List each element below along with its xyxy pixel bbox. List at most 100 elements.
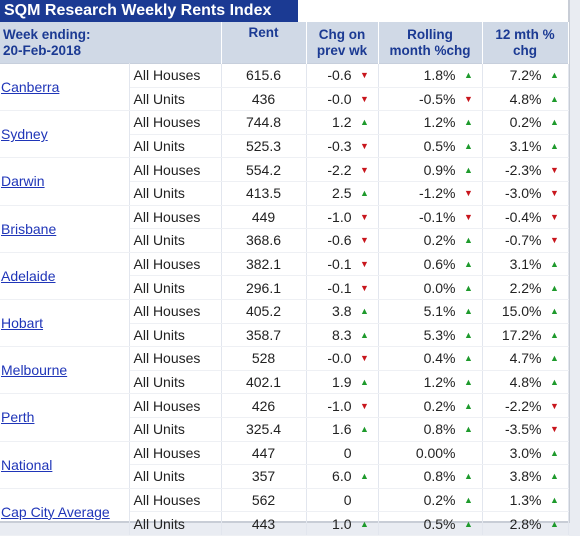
chg-prev-wk-value: 1.2 <box>332 114 352 131</box>
twelve-month-chg-value: 2.2% <box>509 279 542 296</box>
up-arrow-icon: ▲ <box>464 282 473 293</box>
city-link[interactable]: Melbourne <box>1 362 68 379</box>
rolling-month-chg-value: 0.00% <box>415 444 456 461</box>
twelve-month-chg-value: -3.5% <box>504 421 542 438</box>
twelve-month-chg-value: 3.8% <box>509 468 542 485</box>
dwelling-type: All Units <box>129 181 222 206</box>
rent-value: 325.4 <box>221 417 307 442</box>
up-arrow-icon: ▲ <box>464 259 473 270</box>
down-arrow-icon: ▼ <box>360 211 369 222</box>
rolling-month-chg-cell: 0.5% ▲ <box>378 511 483 536</box>
chg-prev-wk-cell: 1.2 ▲ <box>306 110 379 135</box>
dwelling-type: All Units <box>129 464 222 489</box>
chg-prev-wk-value: 3.8 <box>332 303 352 320</box>
city-link[interactable]: Sydney <box>1 126 48 143</box>
dwelling-type: All Units <box>129 417 222 442</box>
up-arrow-icon: ▲ <box>550 377 559 388</box>
twelve-month-chg-cell: 1.3% ▲ <box>482 487 569 513</box>
up-arrow-icon: ▲ <box>360 377 369 388</box>
rolling-month-chg-cell: -0.1% ▼ <box>378 204 483 230</box>
table-row: Perth All Houses 426 -1.0 ▼ 0.2% ▲ -2.2% ▼ <box>0 393 569 442</box>
chg-prev-wk-value: 1.6 <box>332 421 352 438</box>
down-arrow-icon: ▼ <box>464 93 473 104</box>
chg-prev-wk-value: 2.5 <box>332 185 352 202</box>
chg-prev-wk-value: -0.6 <box>327 67 352 84</box>
twelve-month-chg-value: 2.8% <box>509 515 542 532</box>
up-arrow-icon: ▲ <box>550 471 559 482</box>
up-arrow-icon: ▲ <box>550 259 559 270</box>
twelve-month-chg-cell: -3.5% ▼ <box>482 417 569 442</box>
down-arrow-icon: ▼ <box>360 259 369 270</box>
rent-value: 296.1 <box>221 275 307 300</box>
city-link[interactable]: Adelaide <box>1 267 56 284</box>
twelve-month-chg-cell: 7.2% ▲ <box>482 63 569 88</box>
rolling-month-header: Rolling month %chg <box>378 22 483 64</box>
down-arrow-icon: ▼ <box>360 141 369 152</box>
chg-prev-wk-cell: -0.6 ▼ <box>306 228 379 253</box>
dwelling-type: All Houses <box>129 251 222 277</box>
chg-prev-wk-value: -1.0 <box>327 397 352 414</box>
rolling-month-chg-cell: 0.8% ▲ <box>378 417 483 442</box>
rolling-month-chg-cell: 5.1% ▲ <box>378 298 483 324</box>
up-arrow-icon: ▲ <box>464 235 473 246</box>
rent-value: 357 <box>221 464 307 489</box>
chg-prev-wk-cell: 3.8 ▲ <box>306 298 379 324</box>
chg-prev-wk-cell: -0.6 ▼ <box>306 63 379 88</box>
table-row: Brisbane All Houses 449 -1.0 ▼ -0.1% ▼ -0.4% ▼ <box>0 204 569 253</box>
chg-prev-wk-value: 6.0 <box>332 468 352 485</box>
twelve-month-chg-cell: 15.0% ▲ <box>482 298 569 324</box>
down-arrow-icon: ▼ <box>464 211 473 222</box>
up-arrow-icon: ▲ <box>360 306 369 317</box>
city-cell: Sydney <box>0 110 130 159</box>
up-arrow-icon: ▲ <box>464 117 473 128</box>
panel-title: SQM Research Weekly Rents Index <box>0 0 298 22</box>
city-link[interactable]: Hobart <box>1 315 44 332</box>
dwelling-type: All Units <box>129 87 222 112</box>
chg-prev-wk-value: -1.0 <box>327 208 352 225</box>
chg-prev-wk-cell: 1.9 ▲ <box>306 370 379 395</box>
city-link[interactable]: Canberra <box>1 79 60 96</box>
city-link[interactable]: Darwin <box>1 173 45 190</box>
twelve-month-chg-value: -0.4% <box>504 208 542 225</box>
rolling-month-chg-value: 0.0% <box>423 279 456 296</box>
table-row: All Units 296.1 -0.1 ▼ 0.0% ▲ 2.2% ▲ <box>0 275 569 300</box>
twelve-month-chg-value: 3.1% <box>509 256 542 273</box>
city-link[interactable]: Perth <box>1 409 35 426</box>
city-cell: Perth <box>0 393 130 442</box>
city-link[interactable]: Brisbane <box>1 220 57 237</box>
rolling-month-chg-cell: -1.2% ▼ <box>378 181 483 206</box>
twelve-month-chg-value: 0.2% <box>509 114 542 131</box>
rolling-month-chg-value: 0.2% <box>423 491 456 508</box>
twelve-month-chg-value: 1.3% <box>509 491 542 508</box>
chg-prev-wk-cell: 8.3 ▲ <box>306 323 379 348</box>
chg-prev-wk-cell: 1.6 ▲ <box>306 417 379 442</box>
rolling-month-chg-cell: 0.4% ▲ <box>378 346 483 371</box>
table-row: All Units 357 6.0 ▲ 0.8% ▲ 3.8% ▲ <box>0 464 569 489</box>
dwelling-type: All Houses <box>129 440 222 466</box>
rolling-month-chg-value: -0.5% <box>418 90 456 107</box>
twelve-month-chg-value: 3.1% <box>509 138 542 155</box>
twelve-month-chg-cell: -3.0% ▼ <box>482 181 569 206</box>
twelve-month-chg-cell: 3.8% ▲ <box>482 464 569 489</box>
table-row: All Units 402.1 1.9 ▲ 1.2% ▲ 4.8% ▲ <box>0 370 569 395</box>
chg-prev-wk-cell: 6.0 ▲ <box>306 464 379 489</box>
twelve-month-chg-cell: -2.2% ▼ <box>482 393 569 418</box>
twelve-month-chg-cell: -2.3% ▼ <box>482 157 569 182</box>
rolling-month-chg-value: 1.8% <box>423 67 456 84</box>
city-link[interactable]: National <box>1 456 53 473</box>
twelve-month-chg-cell: 3.1% ▲ <box>482 134 569 159</box>
table-row: All Units 325.4 1.6 ▲ 0.8% ▲ -3.5% ▼ <box>0 417 569 442</box>
up-arrow-icon: ▲ <box>360 188 369 199</box>
city-link[interactable]: Cap City Average <box>1 503 110 520</box>
chg-prev-wk-cell: 0 <box>306 487 379 513</box>
down-arrow-icon: ▼ <box>360 282 369 293</box>
chg-prev-wk-header: Chg on prev wk <box>306 22 379 64</box>
chg-prev-wk-value: -0.1 <box>327 279 352 296</box>
dwelling-type: All Houses <box>129 63 222 88</box>
dwelling-type: All Houses <box>129 204 222 230</box>
twelve-month-chg-value: -2.2% <box>504 397 542 414</box>
rolling-month-chg-value: 0.8% <box>423 468 456 485</box>
rent-value: 615.6 <box>221 63 307 88</box>
up-arrow-icon: ▲ <box>550 353 559 364</box>
